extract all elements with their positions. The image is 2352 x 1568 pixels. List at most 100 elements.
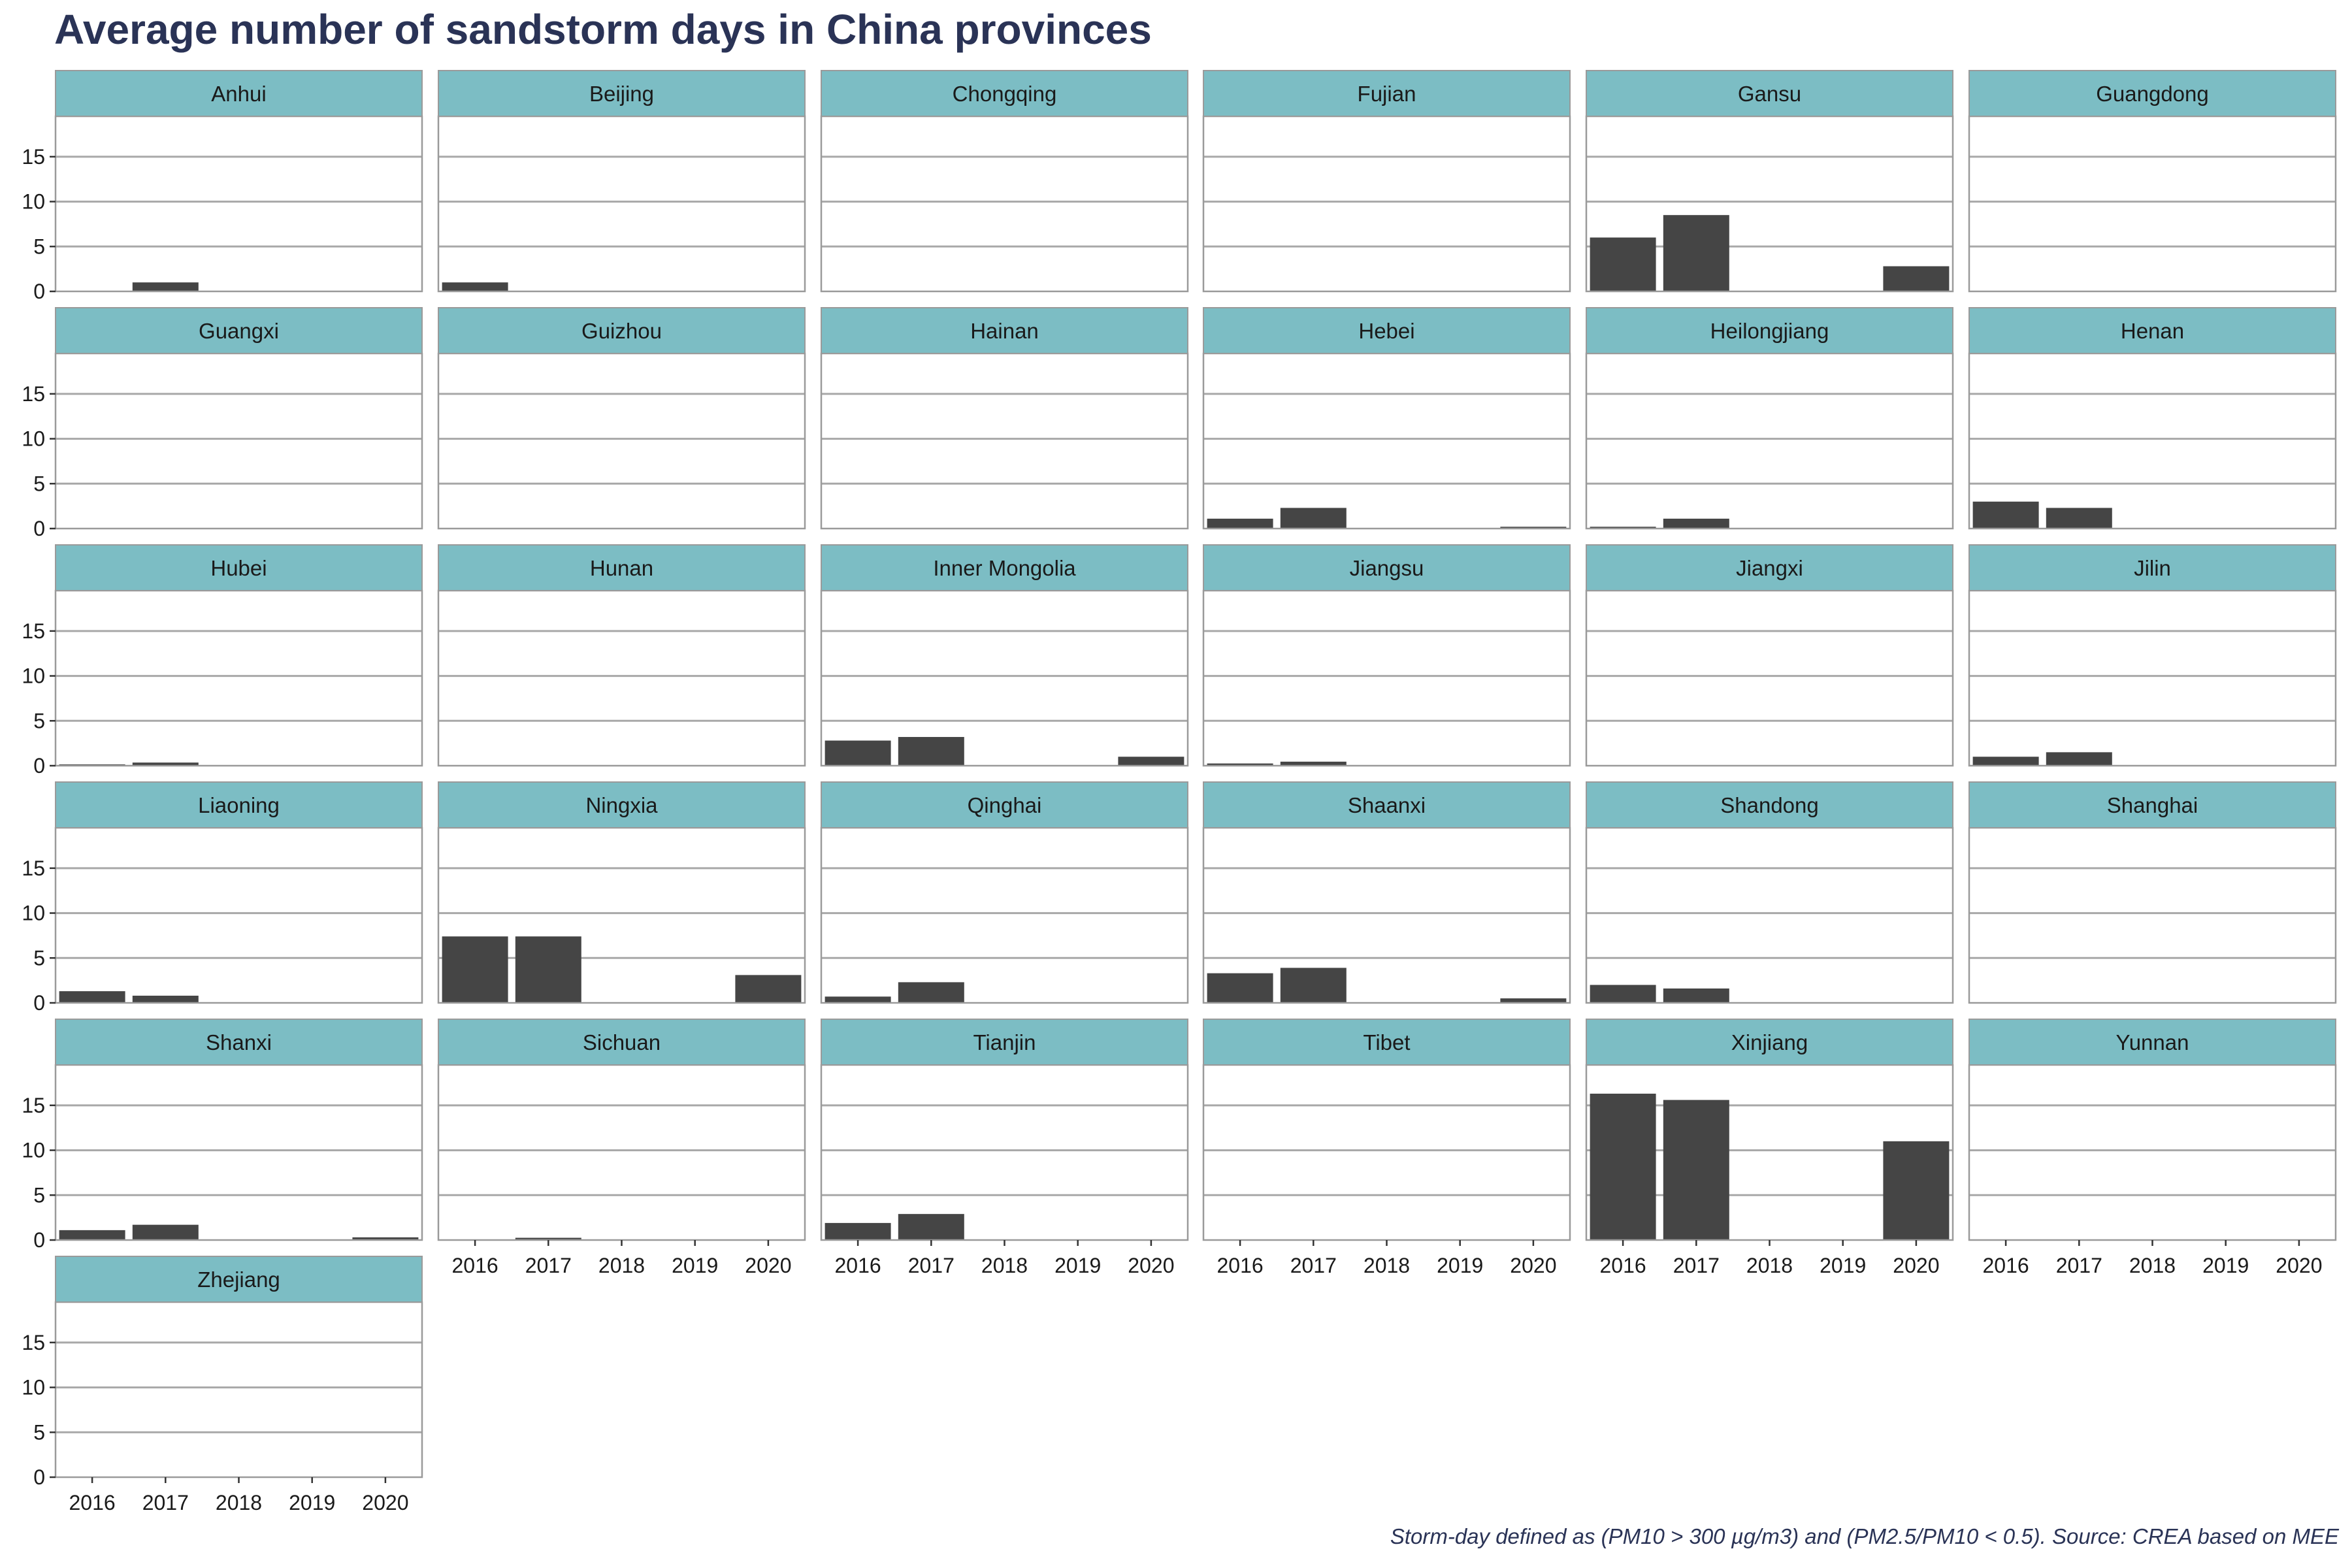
facet-strip-label: Fujian — [1358, 82, 1416, 106]
bar-gansu-2016 — [1590, 237, 1656, 291]
bar-shandong-2016 — [1590, 985, 1656, 1003]
x-tick-label: 2017 — [908, 1254, 955, 1277]
bar-hebei-2020 — [1500, 527, 1567, 529]
y-tick-label: 5 — [33, 472, 45, 495]
facet-strip-shanxi — [55, 1019, 423, 1066]
facet-strip-label: Gansu — [1738, 82, 1801, 106]
panel-background-chongqing — [821, 116, 1188, 291]
bar-inner-mongolia-2017 — [898, 737, 964, 766]
bar-beijing-2016 — [442, 282, 508, 291]
x-tick-label: 2016 — [1983, 1254, 2029, 1277]
bar-shaanxi-2020 — [1500, 998, 1567, 1003]
x-tick-label: 2016 — [452, 1254, 498, 1277]
facet-strip-anhui — [55, 70, 423, 117]
panel-background-inner-mongolia — [821, 591, 1188, 766]
y-tick-label: 5 — [33, 235, 45, 258]
y-tick-label: 5 — [33, 946, 45, 970]
panel-background-liaoning — [56, 828, 422, 1003]
facet-strip-label: Inner Mongolia — [933, 556, 1076, 580]
panel-background-henan — [1969, 353, 2336, 529]
y-tick-label: 0 — [33, 1465, 45, 1489]
x-tick-label: 2019 — [1820, 1254, 1866, 1277]
panel-background-zhejiang — [56, 1302, 422, 1477]
facet-strip-hebei — [1203, 307, 1571, 354]
x-tick-label: 2020 — [745, 1254, 791, 1277]
bar-anhui-2017 — [132, 282, 199, 291]
bar-shaanxi-2016 — [1207, 973, 1273, 1003]
x-tick-label: 2018 — [981, 1254, 1028, 1277]
panel-background-tibet — [1203, 1065, 1570, 1240]
bar-hubei-2017 — [132, 762, 199, 766]
facet-strip-yunnan — [1968, 1019, 2336, 1066]
facet-strip-label: Hubei — [210, 556, 267, 580]
x-tick-label: 2017 — [1673, 1254, 1720, 1277]
x-tick-label: 2019 — [289, 1491, 335, 1514]
facet-strip-label: Jilin — [2134, 556, 2171, 580]
bar-shanxi-2020 — [352, 1237, 419, 1240]
facet-strip-shaanxi — [1203, 781, 1571, 828]
bar-xinjiang-2020 — [1883, 1141, 1950, 1240]
facet-strip-label: Anhui — [211, 82, 266, 106]
facet-strip-label: Guangxi — [199, 319, 279, 343]
panel-background-guangxi — [56, 353, 422, 529]
bar-shandong-2017 — [1663, 988, 1729, 1003]
panel-background-qinghai — [821, 828, 1188, 1003]
bar-liaoning-2016 — [59, 991, 125, 1003]
panel-background-fujian — [1203, 116, 1570, 291]
bar-jilin-2017 — [2046, 752, 2112, 766]
facet-strip-label: Tianjin — [973, 1030, 1036, 1054]
x-tick-label: 2016 — [835, 1254, 881, 1277]
y-tick-label: 15 — [22, 145, 45, 169]
y-tick-label: 10 — [22, 190, 45, 214]
y-tick-label: 5 — [33, 1183, 45, 1207]
y-tick-label: 15 — [22, 1331, 45, 1354]
facet-strip-beijing — [438, 70, 806, 117]
y-tick-label: 0 — [33, 1228, 45, 1252]
facet-strip-zhejiang — [55, 1256, 423, 1303]
panel-background-hubei — [56, 591, 422, 766]
panel-background-jilin — [1969, 591, 2336, 766]
facet-strip-label: Shandong — [1720, 793, 1818, 817]
facet-strip-tibet — [1203, 1019, 1571, 1066]
y-tick-label: 10 — [22, 664, 45, 688]
x-tick-label: 2019 — [1054, 1254, 1101, 1277]
facet-strip-henan — [1968, 307, 2336, 354]
bar-shanxi-2017 — [132, 1224, 199, 1240]
facet-strip-guangxi — [55, 307, 423, 354]
x-tick-label: 2020 — [1510, 1254, 1556, 1277]
facet-strip-label: Chongqing — [953, 82, 1057, 106]
facet-strip-hubei — [55, 544, 423, 591]
bar-jilin-2016 — [1972, 757, 2039, 766]
x-tick-label: 2017 — [1290, 1254, 1337, 1277]
facet-strip-shandong — [1586, 781, 1953, 828]
bar-ningxia-2017 — [515, 936, 581, 1003]
bar-xinjiang-2017 — [1663, 1100, 1729, 1240]
bar-ningxia-2016 — [442, 936, 508, 1003]
bar-heilongjiang-2017 — [1663, 518, 1729, 529]
bar-henan-2016 — [1972, 501, 2039, 529]
facet-strip-label: Hebei — [1358, 319, 1414, 343]
facet-strip-tianjin — [821, 1019, 1188, 1066]
panel-background-jiangxi — [1586, 591, 1953, 766]
bar-jiangsu-2016 — [1207, 763, 1273, 766]
facet-strip-label: Liaoning — [198, 793, 280, 817]
x-tick-label: 2018 — [1364, 1254, 1410, 1277]
panel-background-sichuan — [438, 1065, 805, 1240]
bar-gansu-2017 — [1663, 215, 1729, 291]
facet-strip-jilin — [1968, 544, 2336, 591]
chart-caption: Storm-day defined as (PM10 > 300 µg/m3) … — [1390, 1524, 2339, 1548]
facet-strip-label: Heilongjiang — [1710, 319, 1829, 343]
y-tick-label: 15 — [22, 382, 45, 406]
y-tick-label: 10 — [22, 1376, 45, 1399]
facet-strip-hunan — [438, 544, 806, 591]
x-tick-label: 2018 — [598, 1254, 645, 1277]
bar-shaanxi-2017 — [1280, 968, 1347, 1003]
facet-strip-label: Tibet — [1363, 1030, 1410, 1054]
facet-strip-label: Hunan — [590, 556, 653, 580]
x-tick-label: 2017 — [2056, 1254, 2102, 1277]
facet-strip-label: Shaanxi — [1348, 793, 1426, 817]
facet-strip-label: Qinghai — [968, 793, 1042, 817]
bar-tianjin-2016 — [825, 1222, 891, 1240]
facet-strip-hainan — [821, 307, 1188, 354]
